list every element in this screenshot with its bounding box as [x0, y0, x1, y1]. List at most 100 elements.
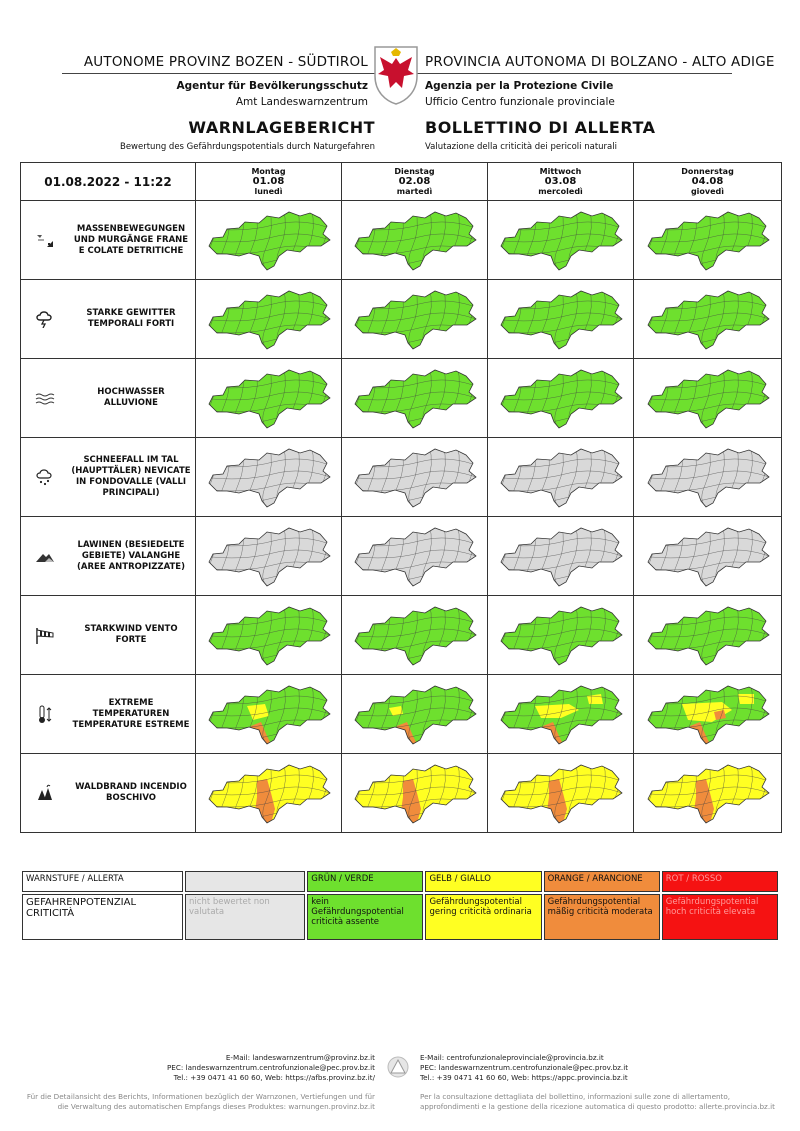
subtitle-italian: Valutazione della criticità dei pericoli…	[425, 142, 617, 152]
hazard-map-cell[interactable]	[487, 437, 634, 517]
region-map	[500, 211, 623, 271]
hazard-label-cell: MASSENBEWEGUNGEN UND MURGÄNGE FRANE E CO…	[20, 200, 196, 280]
hazard-map-cell[interactable]	[195, 595, 342, 675]
hazard-map-cell[interactable]	[633, 358, 782, 438]
hazard-label-cell: EXTREME TEMPERATUREN TEMPERATURE ESTREME	[20, 674, 196, 754]
hazard-map-cell[interactable]	[341, 753, 488, 833]
footer-left-email[interactable]: E-Mail: landeswarnzentrum@provinz.bz.it	[225, 1053, 375, 1062]
footer-right-pec[interactable]: PEC: landeswarnzentrum.centrofunzionale@…	[420, 1063, 629, 1072]
hazard-map-cell[interactable]	[195, 200, 342, 280]
region-map	[354, 685, 477, 745]
footer-right-web[interactable]: Tel.: +39 0471 41 60 60, Web: https://ap…	[420, 1073, 628, 1082]
footer-right-note-1: Per la consultazione dettagliata del bol…	[420, 1092, 731, 1101]
day-name-it: mercoledì	[538, 186, 583, 196]
region-map	[647, 764, 770, 824]
hazard-map-cell[interactable]	[487, 358, 634, 438]
day-header: Mittwoch 03.08 mercoledì	[487, 162, 634, 201]
footer-left-contacts: E-Mail: landeswarnzentrum@provinz.bz.it …	[167, 1053, 375, 1083]
hazard-map-cell[interactable]	[341, 437, 488, 517]
footer-left-web[interactable]: Tel.: +39 0471 41 60 60, Web: https://af…	[173, 1073, 375, 1082]
day-date: 01.08	[252, 175, 285, 187]
hazard-map-cell[interactable]	[341, 516, 488, 596]
hazard-map-cell[interactable]	[341, 358, 488, 438]
footer-left-note-1: Für die Detailansicht des Berichts, Info…	[26, 1092, 375, 1101]
region-map	[500, 369, 623, 429]
hazard-map-cell[interactable]	[487, 674, 634, 754]
footer-left-note: Für die Detailansicht des Berichts, Info…	[27, 1092, 375, 1112]
region-map	[354, 527, 477, 587]
hazard-map-cell[interactable]	[633, 437, 782, 517]
flood-icon	[35, 393, 55, 405]
region-map	[354, 764, 477, 824]
hazard-map-cell[interactable]	[633, 753, 782, 833]
hazard-map-cell[interactable]	[633, 200, 782, 280]
region-map	[354, 211, 477, 271]
legend-row-level: WARNSTUFE / ALLERTA GRÜN / VERDE GELB / …	[22, 871, 778, 892]
footer-left-pec[interactable]: PEC: landeswarnzentrum.centrofunzionale@…	[166, 1063, 375, 1072]
hazard-row: STARKE GEWITTER TEMPORALI FORTI	[20, 279, 782, 359]
hazard-map-cell[interactable]	[487, 595, 634, 675]
hazard-map-cell[interactable]	[341, 595, 488, 675]
region-map	[208, 290, 331, 350]
region-map	[354, 448, 477, 508]
hazard-row: LAWINEN (BESIEDELTE GEBIETE) VALANGHE (A…	[20, 516, 782, 596]
region-map	[208, 527, 331, 587]
hazard-map-cell[interactable]	[633, 595, 782, 675]
day-name-it: martedì	[396, 186, 433, 196]
hazard-name: STARKWIND VENTO FORTE	[84, 624, 178, 645]
hazard-map-cell[interactable]	[633, 516, 782, 596]
hazard-map-cell[interactable]	[633, 674, 782, 754]
hazard-map-cell[interactable]	[487, 516, 634, 596]
region-map	[500, 606, 623, 666]
header-left-agency-block: Agentur für Bevölkerungsschutz Amt Lande…	[177, 78, 369, 110]
yellow-zone	[534, 694, 603, 718]
region-map	[647, 448, 770, 508]
hazard-map-cell[interactable]	[487, 200, 634, 280]
legend-red-desc: Gefährdungspotential hoch criticità elev…	[661, 894, 778, 940]
legend-table: WARNSTUFE / ALLERTA GRÜN / VERDE GELB / …	[20, 869, 780, 942]
title-german: WARNLAGEBERICHT	[188, 118, 375, 137]
hazard-label-cell: LAWINEN (BESIEDELTE GEBIETE) VALANGHE (A…	[20, 516, 196, 596]
day-name-de: Montag	[251, 166, 286, 176]
region-map	[208, 685, 331, 745]
warning-grid: 01.08.2022 - 11:22 Montag 01.08 lunedì Die…	[20, 162, 782, 833]
hazard-map-cell[interactable]	[341, 279, 488, 359]
snowfall-icon	[36, 469, 52, 486]
left-office: Amt Landeswarnzentrum	[235, 96, 368, 108]
region-map	[500, 527, 623, 587]
hazard-map-cell[interactable]	[341, 200, 488, 280]
legend-orange-name: ORANGE / ARANCIONE	[543, 871, 660, 892]
footer-right-note-2: approfondimenti e la gestione della rice…	[420, 1102, 775, 1111]
region-map	[647, 290, 770, 350]
footer-right-note: Per la consultazione dettagliata del bol…	[420, 1092, 775, 1112]
yellow-zone	[246, 704, 269, 720]
hazard-label-cell: STARKE GEWITTER TEMPORALI FORTI	[20, 279, 196, 359]
day-date: 02.08	[398, 175, 431, 187]
legend-green-name: GRÜN / VERDE	[307, 871, 424, 892]
footer-right-email[interactable]: E-Mail: centrofunzionaleprovinciale@prov…	[420, 1053, 604, 1062]
hazard-label-cell: WALDBRAND INCENDIO BOSCHIVO	[20, 753, 196, 833]
yellow-zone	[681, 694, 754, 722]
hazard-map-cell[interactable]	[195, 674, 342, 754]
hazard-map-cell[interactable]	[195, 753, 342, 833]
hazard-map-cell[interactable]	[487, 279, 634, 359]
legend-warnstufe-label: WARNSTUFE / ALLERTA	[22, 871, 184, 892]
region-map	[208, 606, 331, 666]
hazard-map-cell[interactable]	[195, 437, 342, 517]
right-agency: Agenzia per la Protezione Civile	[425, 80, 614, 92]
region-map	[647, 369, 770, 429]
hazard-name: MASSENBEWEGUNGEN UND MURGÄNGE FRANE E CO…	[73, 223, 189, 256]
region-map	[354, 290, 477, 350]
day-header: Montag 01.08 lunedì	[195, 162, 342, 201]
region-map	[500, 764, 623, 824]
coat-of-arms-icon	[374, 46, 418, 105]
hazard-row: WALDBRAND INCENDIO BOSCHIVO	[20, 753, 782, 833]
hazard-map-cell[interactable]	[341, 674, 488, 754]
hazard-row: MASSENBEWEGUNGEN UND MURGÄNGE FRANE E CO…	[20, 200, 782, 280]
hazard-map-cell[interactable]	[487, 753, 634, 833]
region-map	[500, 290, 623, 350]
hazard-map-cell[interactable]	[195, 358, 342, 438]
hazard-map-cell[interactable]	[633, 279, 782, 359]
hazard-map-cell[interactable]	[195, 279, 342, 359]
hazard-map-cell[interactable]	[195, 516, 342, 596]
